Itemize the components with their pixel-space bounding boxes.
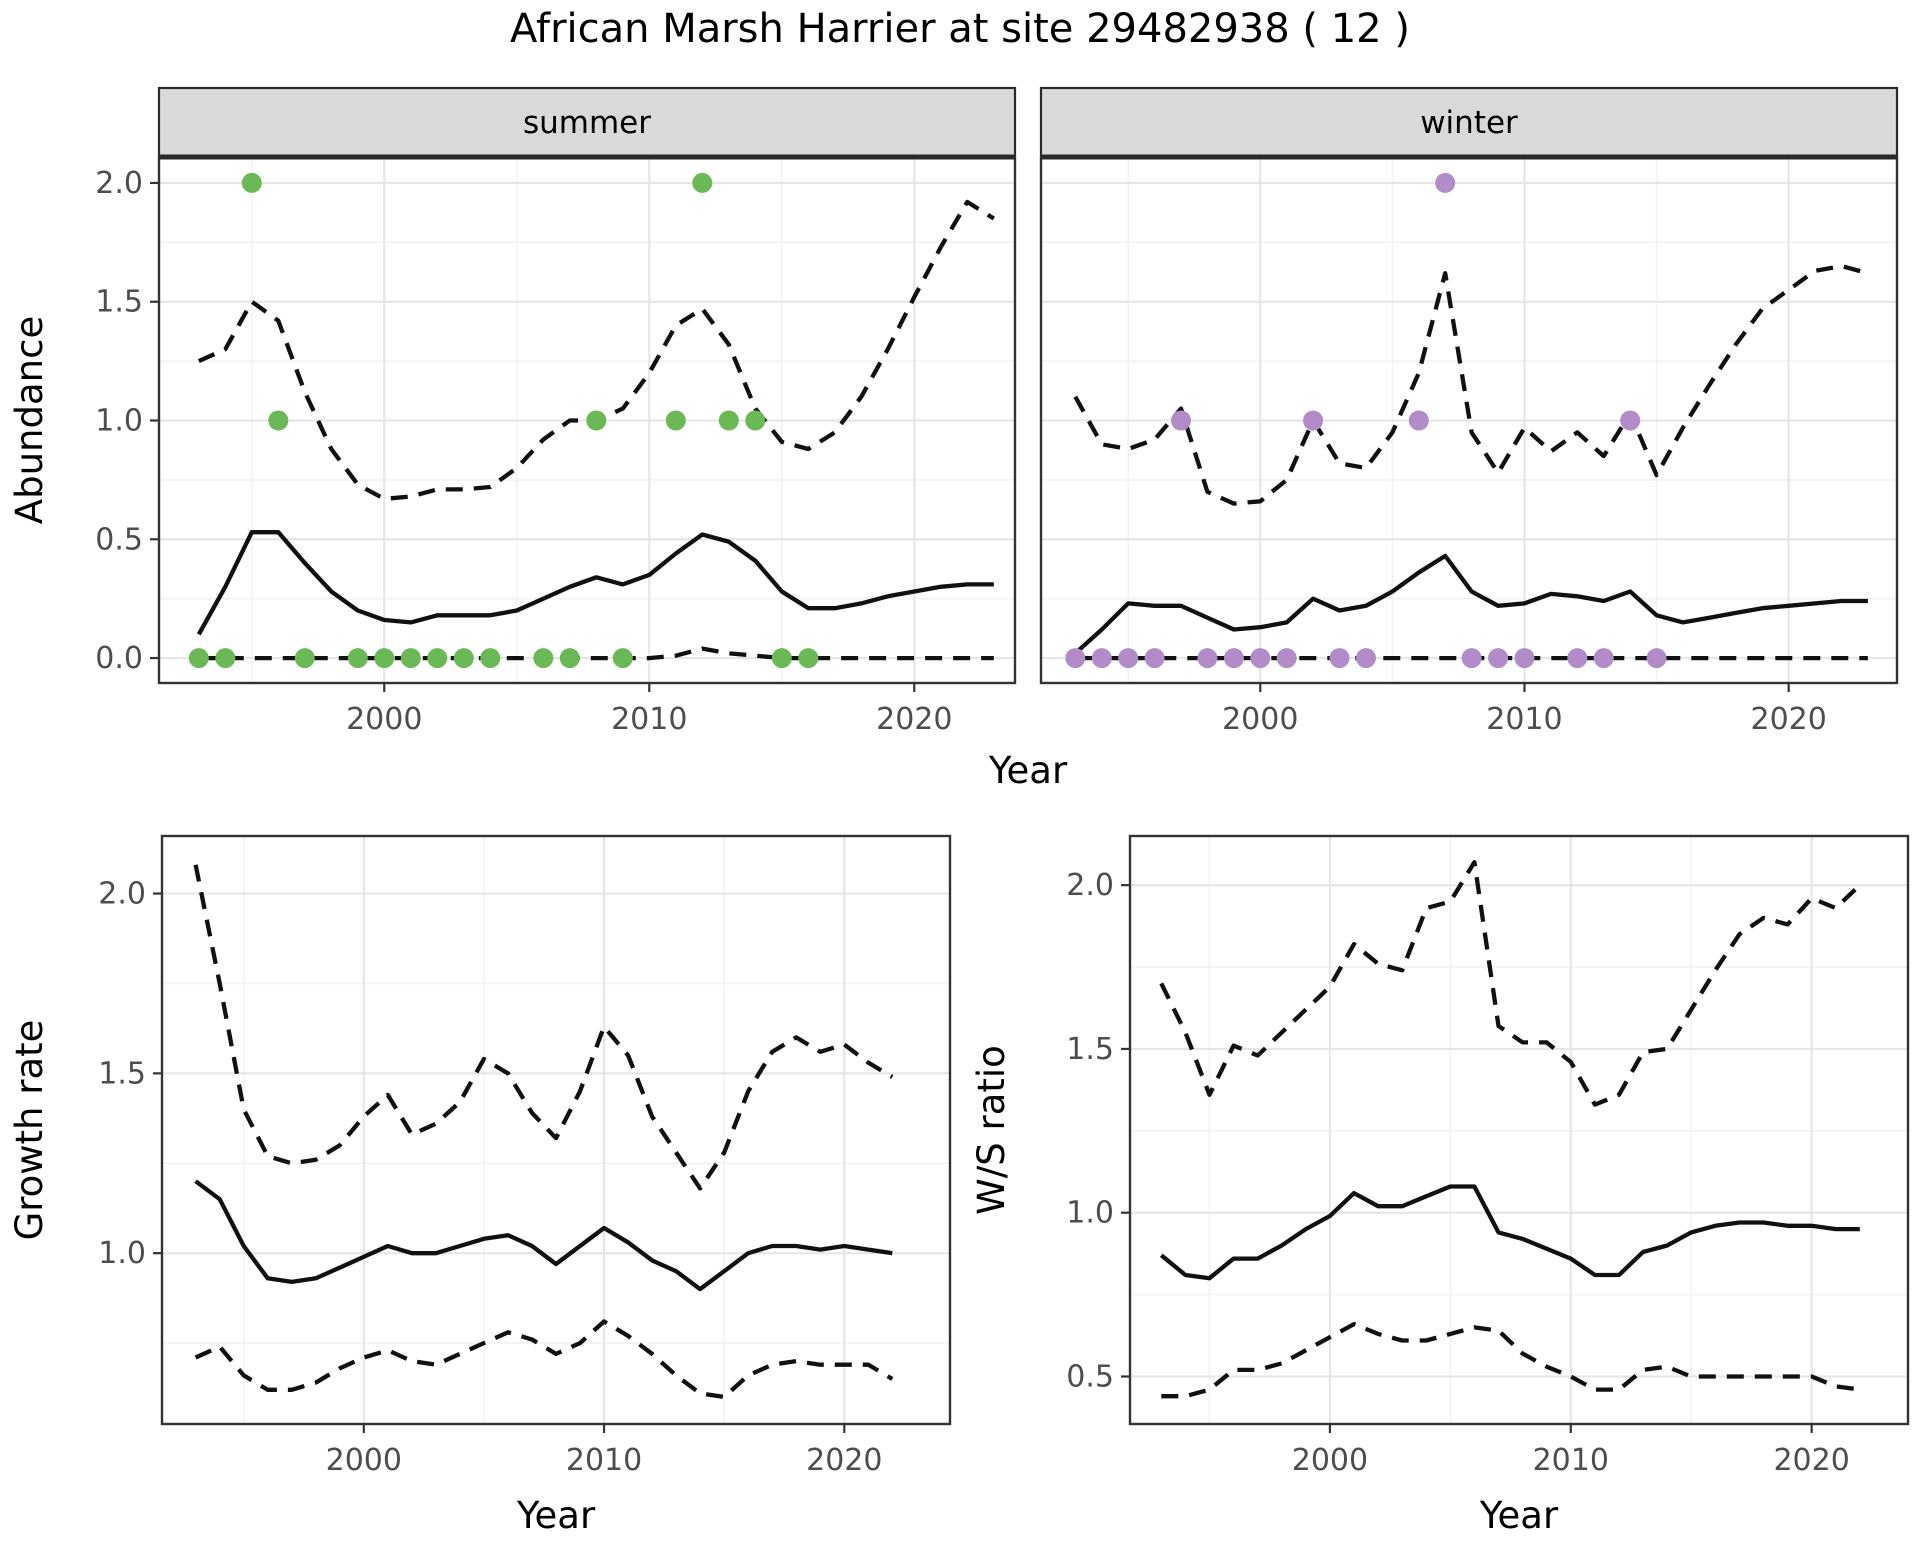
observed-count-summer bbox=[241, 172, 262, 193]
panel-growth_rate: 2000 2010 2020 1.0 1.5 2.0 bbox=[98, 834, 952, 1478]
observed-count-winter bbox=[1329, 648, 1350, 669]
y-tick-label: 2.0 bbox=[1066, 868, 1114, 903]
observed-count-summer bbox=[480, 648, 501, 669]
observed-count-summer bbox=[665, 410, 686, 431]
observed-count-summer bbox=[771, 648, 792, 669]
series-lower-credible bbox=[1161, 1321, 1861, 1399]
x-tick-label: 2010 bbox=[611, 702, 687, 737]
series-median bbox=[1073, 553, 1868, 655]
panel-border bbox=[1128, 834, 1910, 1426]
observed-count-summer bbox=[745, 410, 766, 431]
observed-count-summer bbox=[692, 172, 713, 193]
series-upper-credible bbox=[193, 864, 894, 1191]
observed-count-winter bbox=[1091, 648, 1112, 669]
x-tick-label: 2020 bbox=[806, 1443, 882, 1478]
y-tick-label: 1.5 bbox=[95, 285, 143, 320]
x-tick-label: 2000 bbox=[326, 1443, 402, 1478]
abundance-ylabel: Abundance bbox=[8, 316, 51, 524]
series-median bbox=[1159, 1184, 1860, 1281]
observed-count-summer bbox=[268, 410, 289, 431]
observed-count-winter bbox=[1223, 648, 1244, 669]
ws-ratio-ylabel: W/S ratio bbox=[970, 1045, 1013, 1215]
y-tick-label: 2.0 bbox=[95, 166, 143, 201]
observed-count-summer bbox=[798, 648, 819, 669]
observed-count-summer bbox=[453, 648, 474, 669]
observed-count-winter bbox=[1065, 648, 1086, 669]
x-tick-label: 2000 bbox=[346, 702, 422, 737]
observed-count-winter bbox=[1567, 648, 1588, 669]
plot-title: African Marsh Harrier at site 29482938 (… bbox=[510, 6, 1410, 52]
x-tick-label: 2020 bbox=[1750, 702, 1826, 737]
y-tick-label: 2.0 bbox=[98, 877, 146, 912]
observed-count-winter bbox=[1408, 410, 1429, 431]
x-tick-label: 2010 bbox=[1533, 1443, 1609, 1478]
x-tick-label: 2020 bbox=[1773, 1443, 1849, 1478]
x-tick-label: 2010 bbox=[1486, 702, 1562, 737]
observed-count-summer bbox=[586, 410, 607, 431]
y-tick-label: 0.5 bbox=[95, 522, 143, 557]
observed-count-winter bbox=[1461, 648, 1482, 669]
x-tick-label: 2010 bbox=[566, 1443, 642, 1478]
observed-count-winter bbox=[1514, 648, 1535, 669]
observed-count-winter bbox=[1197, 648, 1218, 669]
observed-count-winter bbox=[1488, 648, 1509, 669]
observed-count-winter bbox=[1118, 648, 1139, 669]
y-tick-label: 0.5 bbox=[1066, 1360, 1114, 1395]
y-tick-label: 0.0 bbox=[95, 641, 143, 676]
facet-strip-label: winter bbox=[1420, 105, 1518, 141]
panel-background bbox=[162, 836, 950, 1424]
observed-count-summer bbox=[347, 648, 368, 669]
y-tick-label: 1.0 bbox=[98, 1236, 146, 1271]
observed-count-winter bbox=[1276, 648, 1297, 669]
observed-count-winter bbox=[1593, 648, 1614, 669]
y-tick-label: 1.5 bbox=[98, 1056, 146, 1091]
observed-count-winter bbox=[1356, 648, 1376, 669]
observed-count-winter bbox=[1303, 410, 1324, 431]
observed-count-summer bbox=[559, 648, 580, 669]
x-tick-label: 2000 bbox=[1292, 1443, 1368, 1478]
top-xlabel: Year bbox=[988, 749, 1068, 792]
observed-count-summer bbox=[612, 648, 633, 669]
observed-count-summer bbox=[533, 648, 554, 669]
x-tick-label: 2000 bbox=[1222, 702, 1298, 737]
series-upper-credible bbox=[1159, 860, 1862, 1107]
observed-count-summer bbox=[215, 648, 236, 669]
facet-strip bbox=[157, 86, 1017, 158]
observed-count-winter bbox=[1435, 172, 1456, 193]
x-tick-label: 2020 bbox=[876, 702, 952, 737]
panel-ws_ratio: 2000 2010 2020 0.5 1.0 1.5 2.0 bbox=[1066, 834, 1910, 1478]
facet-strip bbox=[1039, 86, 1899, 158]
ws-ratio-xlabel: Year bbox=[1479, 1494, 1559, 1537]
observed-count-winter bbox=[1144, 648, 1165, 669]
y-tick-label: 1.0 bbox=[95, 404, 143, 439]
observed-count-winter bbox=[1250, 648, 1271, 669]
panel-abundance_summer: 2000 2010 2020 0.0 0.5 1.0 1.5 2.0 summer bbox=[95, 86, 1017, 737]
growth-rate-xlabel: Year bbox=[516, 1494, 596, 1537]
y-tick-label: 1.0 bbox=[1066, 1196, 1114, 1231]
observed-count-summer-group bbox=[188, 172, 819, 669]
growth-rate-ylabel: Growth rate bbox=[8, 1020, 51, 1241]
observed-count-winter bbox=[1646, 648, 1667, 669]
facet-strip-label: summer bbox=[523, 105, 651, 141]
series-upper-credible bbox=[1073, 263, 1869, 506]
observed-count-winter bbox=[1171, 410, 1191, 431]
observed-count-summer bbox=[294, 648, 315, 669]
observed-count-summer bbox=[374, 648, 395, 669]
y-tick-label: 1.5 bbox=[1066, 1032, 1114, 1067]
observed-count-summer bbox=[718, 410, 739, 431]
series-lower-credible bbox=[198, 646, 994, 661]
panel-abundance_winter: 2000 2010 2020 winter bbox=[1039, 86, 1899, 737]
observed-count-summer bbox=[400, 648, 421, 669]
observed-count-summer bbox=[427, 648, 448, 669]
series-median bbox=[194, 1179, 893, 1292]
series-median bbox=[196, 530, 994, 636]
panel-background bbox=[1130, 836, 1908, 1424]
observed-count-winter-group bbox=[1065, 172, 1667, 669]
panel-border bbox=[160, 834, 952, 1426]
observed-count-summer bbox=[188, 648, 209, 669]
observed-count-winter bbox=[1620, 410, 1641, 431]
